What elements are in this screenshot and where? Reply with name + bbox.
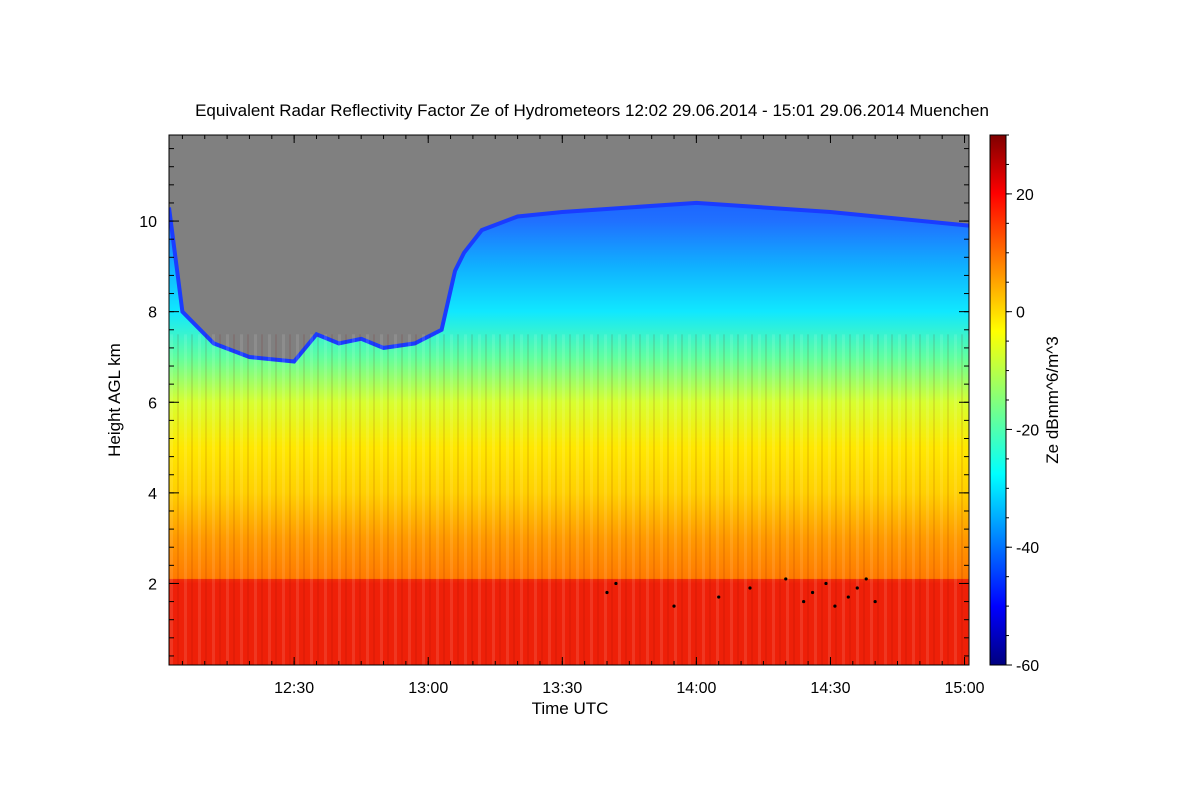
- clutter-point: [855, 586, 859, 590]
- y-axis: 2 4 6 8 10: [139, 148, 969, 657]
- x-tick-label: 14:00: [676, 680, 716, 697]
- colorbar-tick-label: 20: [1016, 187, 1034, 204]
- x-axis: 12:30 13:00 13:30 14:00 14:30 15:00: [181, 135, 985, 697]
- x-tick-label: 13:30: [542, 680, 582, 697]
- y-axis-label: Height AGL km: [105, 343, 124, 457]
- plot-frame: [168, 134, 970, 666]
- clutter-point: [605, 590, 609, 595]
- y-tick-label: 8: [148, 305, 157, 322]
- colorbar-axis: -60 -40 -20 0 20: [1006, 134, 1039, 675]
- clutter-point: [873, 599, 877, 604]
- colorbar-tick-label: -40: [1016, 540, 1039, 557]
- x-axis-label: Time UTC: [532, 699, 609, 718]
- x-tick-label: 14:30: [810, 680, 850, 697]
- colorbar-tick-label: 0: [1016, 305, 1025, 322]
- clutter-point: [784, 577, 788, 581]
- colorbar-tick-label: -20: [1016, 422, 1039, 439]
- fall-streaks: [169, 334, 969, 665]
- clutter-point: [864, 577, 868, 581]
- plot-area: [169, 135, 969, 665]
- x-tick-label: 15:00: [945, 680, 985, 697]
- x-tick-label: 13:00: [408, 680, 448, 697]
- y-tick-label: 6: [148, 395, 157, 412]
- clutter-point: [748, 586, 752, 590]
- chart-title: Equivalent Radar Reflectivity Factor Ze …: [195, 101, 989, 120]
- colorbar: [989, 134, 1007, 666]
- y-tick-label: 4: [148, 486, 157, 503]
- clutter-point: [810, 590, 815, 595]
- clutter-point: [802, 599, 806, 604]
- colorbar-tick-label: -60: [1016, 658, 1039, 675]
- y-tick-label: 2: [148, 576, 157, 593]
- clutter-point: [672, 604, 676, 608]
- colorbar-label: Ze dBmm^6/m^3: [1043, 336, 1062, 463]
- clutter-point: [846, 595, 850, 599]
- clutter-point: [833, 604, 837, 608]
- clutter-point: [614, 581, 618, 586]
- clutter-point: [717, 595, 721, 599]
- y-tick-label: 10: [139, 214, 157, 231]
- clutter-points: [605, 577, 877, 608]
- clutter-point: [824, 581, 828, 586]
- x-tick-label: 12:30: [274, 680, 314, 697]
